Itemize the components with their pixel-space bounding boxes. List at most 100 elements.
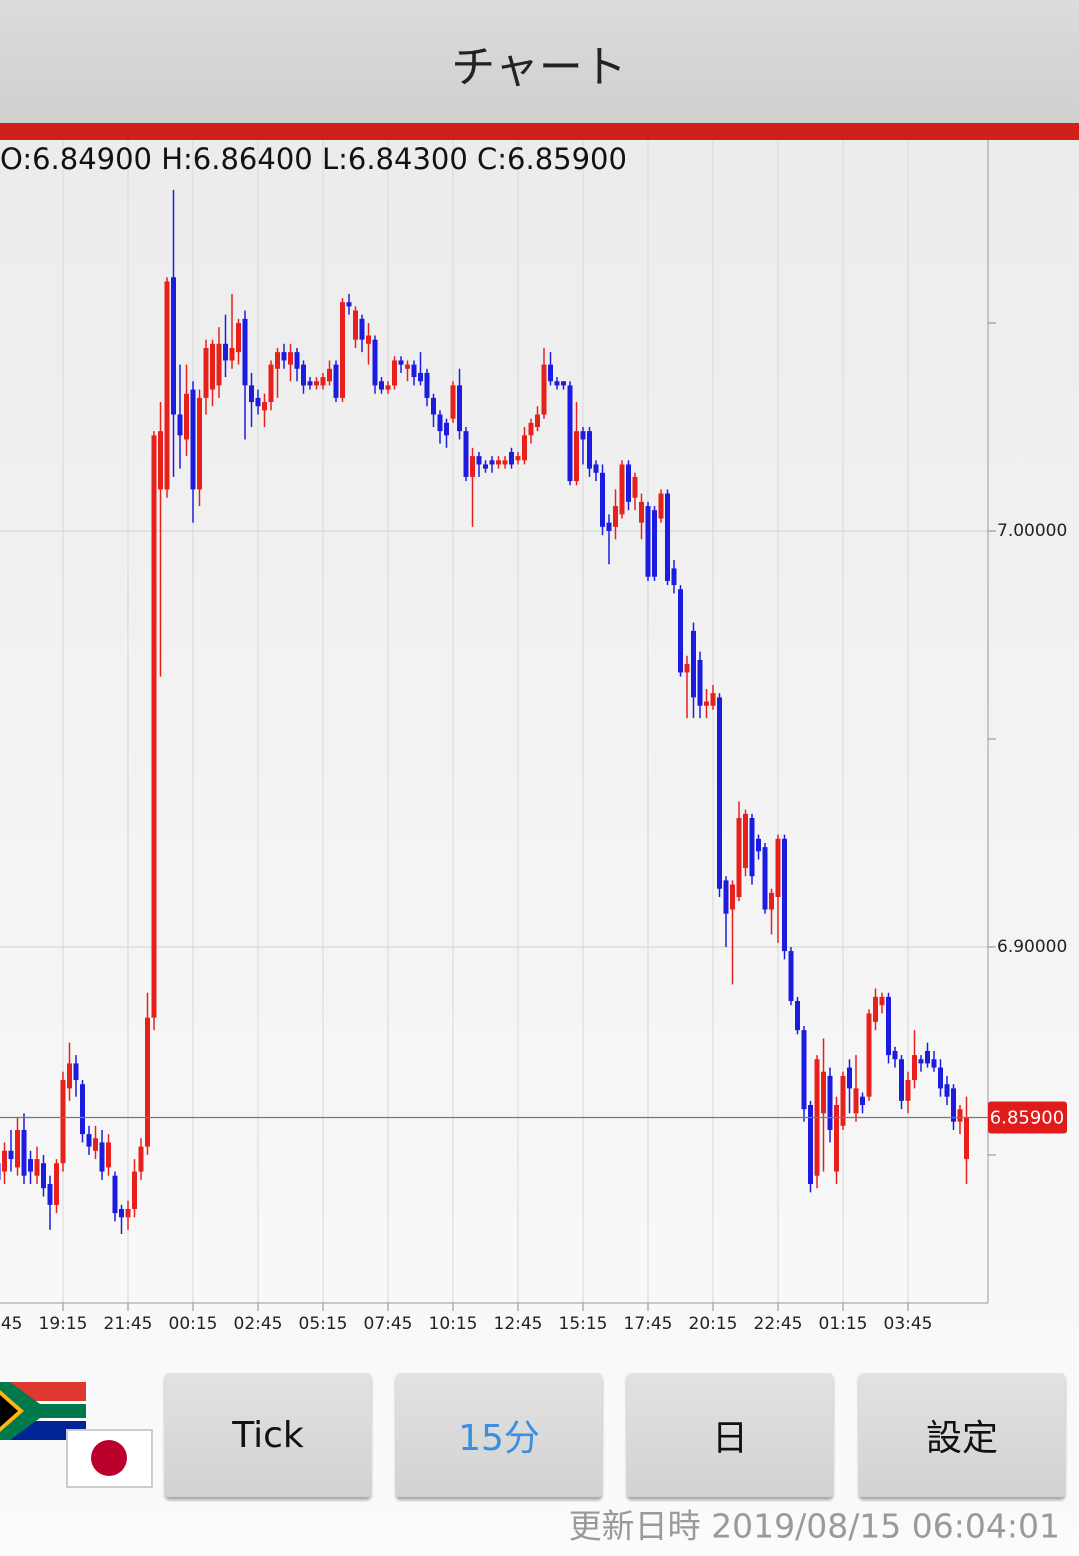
tick-button[interactable]: Tick xyxy=(165,1373,371,1497)
candle-body xyxy=(190,389,196,490)
accent-bar xyxy=(0,123,1079,140)
candle-body xyxy=(476,456,482,465)
candle-body xyxy=(697,659,703,706)
candle-body xyxy=(229,347,235,361)
candle-body xyxy=(99,1142,105,1172)
candle-body xyxy=(119,1208,124,1218)
candle-body xyxy=(346,302,352,307)
candle-body xyxy=(372,339,378,386)
header-bar xyxy=(0,0,1079,123)
candle-body xyxy=(379,381,384,390)
candle-body xyxy=(158,431,163,490)
candle-body xyxy=(392,360,397,386)
candle-body xyxy=(294,352,300,369)
fifteen-min-button[interactable]: 15分 xyxy=(396,1373,602,1497)
candle-body xyxy=(307,381,313,386)
candle-body xyxy=(242,318,248,386)
candle-body xyxy=(67,1063,72,1089)
candle-body xyxy=(80,1084,85,1135)
last-price-label: 6.85900 xyxy=(990,1107,1064,1128)
candle-body xyxy=(912,1055,917,1081)
candle-body xyxy=(0,1163,1,1180)
candle-body xyxy=(424,372,430,398)
candle-body xyxy=(723,880,729,914)
candle-body xyxy=(905,1080,911,1101)
candle-body xyxy=(249,385,254,403)
x-tick-label: 19:15 xyxy=(39,1314,88,1334)
update-time: 更新日時 2019/08/15 06:04:01 xyxy=(569,1507,1060,1546)
candle-body xyxy=(743,813,748,868)
candle-body xyxy=(782,838,787,952)
candle-body xyxy=(398,360,404,365)
candle-body xyxy=(801,1030,807,1110)
candle-body xyxy=(918,1059,924,1064)
candle-body xyxy=(554,381,560,386)
candle-body xyxy=(262,402,267,411)
candle-body xyxy=(489,460,495,465)
candle-body xyxy=(54,1163,59,1205)
candle-body xyxy=(320,377,326,386)
candle-body xyxy=(47,1184,53,1205)
candle-body xyxy=(749,818,755,877)
candle-body xyxy=(457,385,462,432)
day-button[interactable]: 日 xyxy=(627,1373,833,1497)
candle-body xyxy=(613,506,618,527)
candle-body xyxy=(574,431,579,482)
candle-body xyxy=(333,364,339,398)
candle-body xyxy=(684,664,690,673)
candle-body xyxy=(541,364,547,415)
candle-body xyxy=(730,884,735,910)
candle-body xyxy=(327,368,332,382)
candle-body xyxy=(834,1105,839,1172)
candle-body xyxy=(268,364,274,403)
candle-body xyxy=(418,372,423,382)
candle-body xyxy=(184,393,189,440)
candle-body xyxy=(710,693,716,706)
candle-body xyxy=(879,996,885,1006)
candle-body xyxy=(41,1163,46,1189)
candle-body xyxy=(405,364,410,369)
candle-body xyxy=(717,697,722,889)
candle-body xyxy=(528,422,534,436)
candle-body xyxy=(593,464,599,473)
candle-body xyxy=(281,352,287,361)
candle-body xyxy=(886,996,891,1056)
candle-body xyxy=(164,281,170,490)
candle-body xyxy=(951,1088,956,1122)
candle-body xyxy=(171,277,176,415)
candle-body xyxy=(236,323,241,353)
candle-body xyxy=(678,589,683,673)
x-tick-label: 01:15 xyxy=(819,1314,868,1334)
candle-body xyxy=(112,1175,118,1214)
candle-body xyxy=(925,1050,930,1064)
candle-body xyxy=(444,422,449,436)
candle-body xyxy=(255,397,261,407)
candle-body xyxy=(632,476,638,498)
x-tick-label: 07:45 xyxy=(364,1314,413,1334)
candle-body xyxy=(665,493,670,581)
candle-body xyxy=(502,460,508,465)
candle-body xyxy=(483,464,488,469)
candle-body xyxy=(567,385,573,482)
candle-body xyxy=(957,1109,963,1122)
candle-body xyxy=(658,493,664,519)
candle-body xyxy=(619,464,625,515)
settings-button[interactable]: 設定 xyxy=(859,1373,1065,1497)
candle-body xyxy=(125,1208,131,1218)
candle-body xyxy=(34,1159,40,1176)
candle-body xyxy=(964,1117,969,1160)
plot: 16:45 19:15 21:45 00:15 02:45 05:15 07:45 10:15… xyxy=(0,140,1067,1334)
x-tick-label: 00:15 xyxy=(169,1314,218,1334)
candle-body xyxy=(931,1059,937,1068)
candle-body xyxy=(73,1063,79,1081)
candle-body xyxy=(795,1001,800,1031)
candle-body xyxy=(15,1129,20,1168)
candle-body xyxy=(151,435,157,1018)
y-tick-label: 6.90000 xyxy=(997,937,1067,957)
candle-body xyxy=(691,630,696,698)
candle-body xyxy=(216,343,222,386)
candle-body xyxy=(138,1146,144,1172)
x-tick-label: 20:15 xyxy=(689,1314,738,1334)
candle-body xyxy=(353,310,358,340)
